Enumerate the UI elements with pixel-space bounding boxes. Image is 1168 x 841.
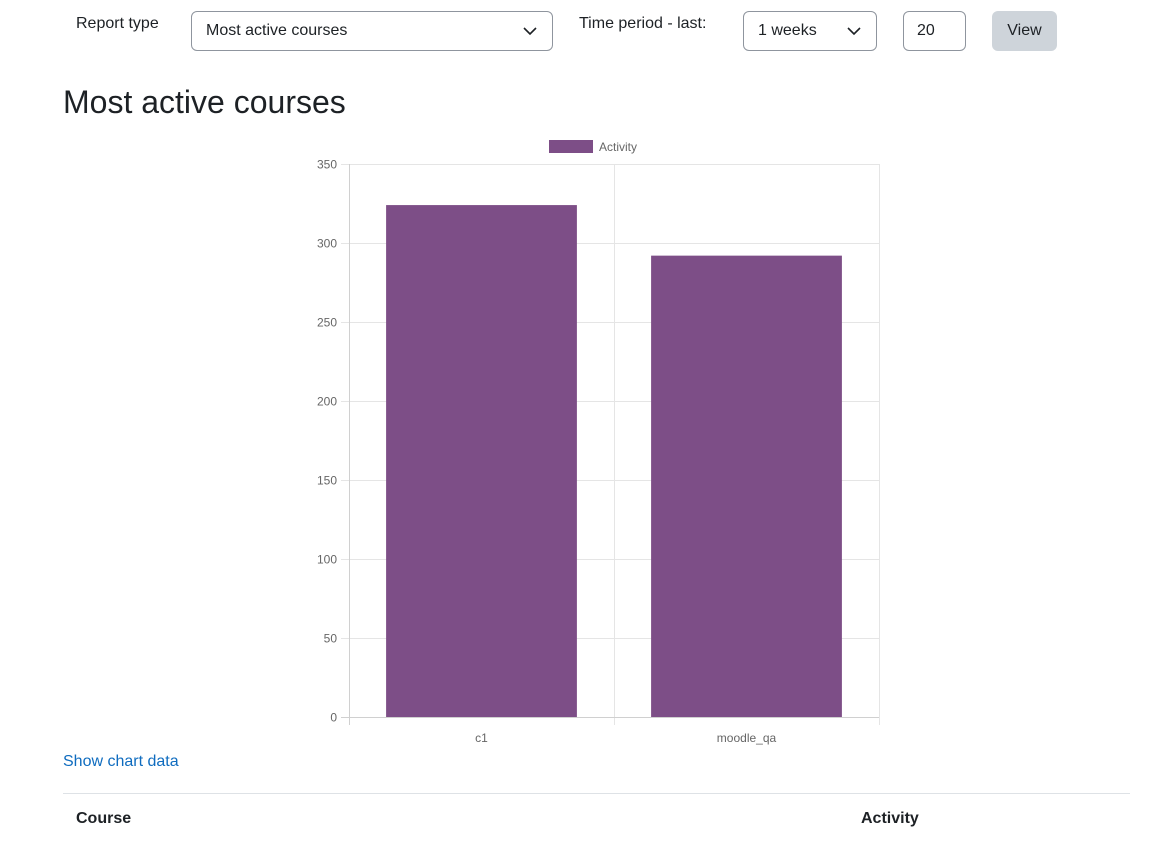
time-period-value: 1 weeks [758,22,817,39]
table-divider [63,793,1130,794]
y-tick-label: 50 [324,632,338,646]
report-type-value: Most active courses [206,22,348,39]
page-title: Most active courses [63,84,346,120]
y-tick-label: 250 [317,316,337,330]
legend-label: Activity [599,140,637,154]
y-tick-label: 300 [317,237,337,251]
view-button[interactable]: View [992,11,1057,51]
y-tick-label: 350 [317,158,337,172]
activity-bar-chart: 0 50 100 150 200 250 300 350 c1 moodle_qa Activity [317,140,880,745]
time-period-label: Time period - last: [579,15,707,32]
report-type-label: Report type [76,15,159,32]
x-tick-label: moodle_qa [717,731,777,745]
chevron-down-icon [522,23,538,39]
legend-swatch [549,140,593,153]
column-header-course: Course [76,810,132,827]
y-tick-label: 0 [330,711,337,725]
chevron-down-icon [846,23,862,39]
bar-moodle_qa [651,255,842,717]
column-header-activity: Activity [861,810,919,827]
time-period-select[interactable]: 1 weeks [743,11,877,51]
y-tick-label: 100 [317,553,337,567]
show-chart-data-link[interactable]: Show chart data [63,753,179,770]
y-tick-label: 200 [317,395,337,409]
y-tick-label: 150 [317,474,337,488]
report-type-select[interactable]: Most active courses [191,11,553,51]
count-input[interactable] [903,11,966,51]
bar-c1 [386,205,577,717]
x-tick-label: c1 [475,731,488,745]
